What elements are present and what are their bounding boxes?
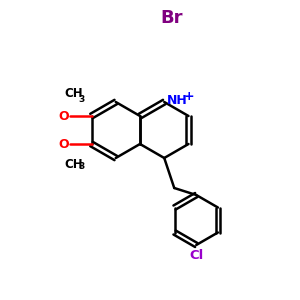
Text: CH: CH	[64, 87, 83, 100]
Text: 3: 3	[79, 162, 85, 171]
Text: O: O	[58, 137, 68, 151]
Text: O: O	[58, 110, 68, 122]
Text: Cl: Cl	[189, 249, 203, 262]
Text: CH: CH	[64, 158, 83, 171]
Text: Br: Br	[161, 9, 183, 27]
Text: NH: NH	[167, 94, 188, 107]
Text: 3: 3	[79, 95, 85, 104]
Text: +: +	[183, 89, 194, 103]
